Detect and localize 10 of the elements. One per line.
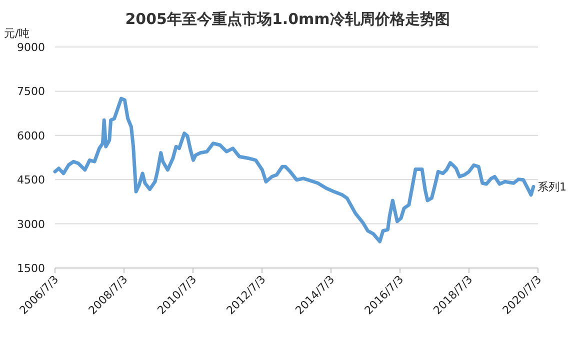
y-tick-label: 4500: [17, 174, 45, 187]
y-tick-label: 1500: [17, 262, 45, 275]
y-axis-title: 元/吨: [4, 27, 30, 40]
series-label: 系列1: [537, 180, 566, 194]
y-tick-label: 9000: [17, 41, 45, 54]
y-tick-label: 7500: [17, 85, 45, 98]
line-series: [53, 96, 536, 244]
y-tick-label: 3000: [17, 218, 45, 231]
chart-title: 2005年至今重点市场1.0mm冷轧周价格走势图: [125, 10, 450, 28]
y-tick-label: 6000: [17, 129, 45, 142]
